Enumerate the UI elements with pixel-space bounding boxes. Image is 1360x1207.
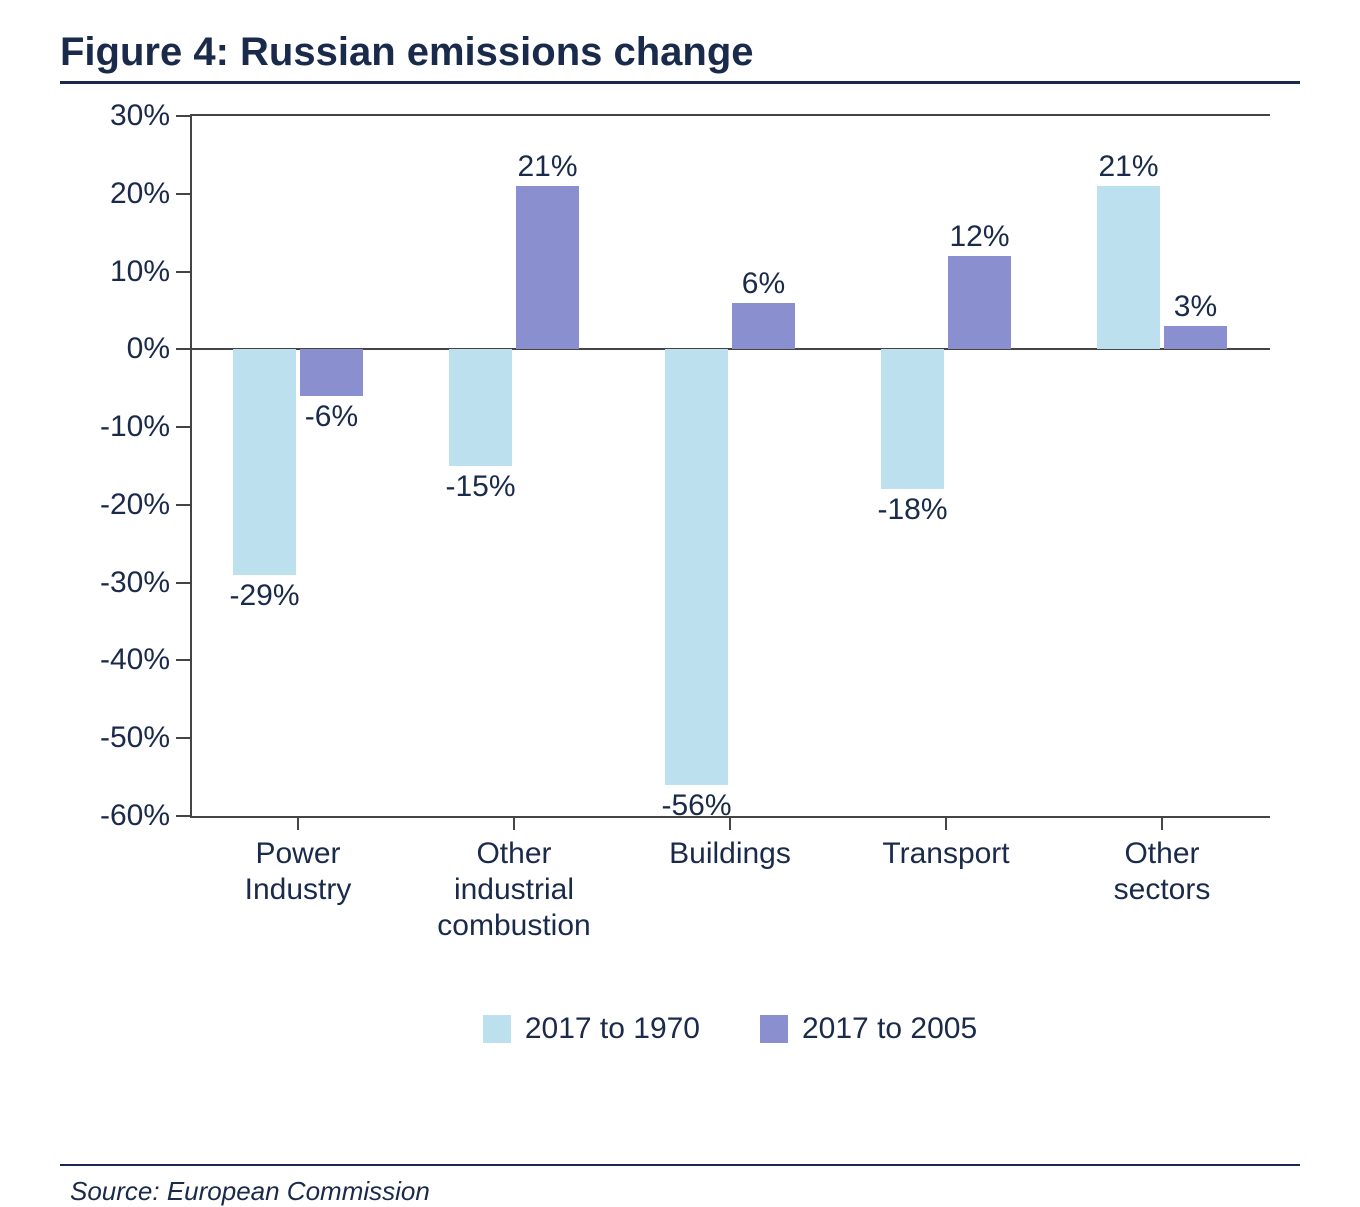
bar-value-label: -29% <box>229 579 299 613</box>
y-axis <box>190 116 192 816</box>
bar <box>233 349 296 575</box>
y-tick-label: 30% <box>110 99 170 133</box>
bar-value-label: 21% <box>517 150 577 184</box>
y-tick <box>176 815 190 817</box>
x-tick <box>1161 816 1163 830</box>
plot-area: -60%-50%-40%-30%-20%-10%0%10%20%30%Power… <box>190 114 1270 818</box>
x-tick-label: Buildings <box>669 836 791 872</box>
bar-value-label: 6% <box>742 267 785 301</box>
x-tick <box>297 816 299 830</box>
y-tick-label: 20% <box>110 177 170 211</box>
figure-title: Figure 4: Russian emissions change <box>60 30 1300 84</box>
bar <box>516 186 579 349</box>
bar <box>300 349 363 396</box>
bar-value-label: 12% <box>949 220 1009 254</box>
chart-area: -60%-50%-40%-30%-20%-10%0%10%20%30%Power… <box>60 104 1300 904</box>
y-tick-label: 0% <box>127 332 170 366</box>
bar <box>732 303 795 350</box>
bar-value-label: -6% <box>305 400 358 434</box>
bar-value-label: 21% <box>1098 150 1158 184</box>
legend-item: 2017 to 2005 <box>760 1012 977 1046</box>
y-tick <box>176 659 190 661</box>
y-tick-label: -50% <box>100 721 170 755</box>
x-tick <box>945 816 947 830</box>
y-tick <box>176 348 190 350</box>
y-tick-label: -10% <box>100 410 170 444</box>
legend-label: 2017 to 2005 <box>802 1012 977 1046</box>
y-tick-label: -40% <box>100 643 170 677</box>
bar <box>665 349 728 785</box>
x-tick-label: Power Industry <box>245 836 352 908</box>
bar <box>948 256 1011 349</box>
bar-value-label: 3% <box>1174 290 1217 324</box>
x-tick <box>513 816 515 830</box>
y-tick-label: 10% <box>110 255 170 289</box>
legend: 2017 to 1970 2017 to 2005 <box>190 1012 1270 1046</box>
y-tick <box>176 426 190 428</box>
figure-container: Figure 4: Russian emissions change -60%-… <box>60 30 1300 1207</box>
legend-item: 2017 to 1970 <box>483 1012 700 1046</box>
y-tick <box>176 193 190 195</box>
bar <box>1164 326 1227 349</box>
y-tick <box>176 582 190 584</box>
y-tick-label: -30% <box>100 566 170 600</box>
bar <box>449 349 512 466</box>
bar-value-label: -18% <box>877 493 947 527</box>
x-tick-label: Other industrial combustion <box>437 836 590 944</box>
y-tick <box>176 737 190 739</box>
y-tick <box>176 271 190 273</box>
y-tick-label: -60% <box>100 799 170 833</box>
legend-swatch <box>483 1015 511 1043</box>
y-tick-label: -20% <box>100 488 170 522</box>
x-tick-label: Other sectors <box>1114 836 1211 908</box>
bar <box>1097 186 1160 349</box>
bar <box>881 349 944 489</box>
source-text: Source: European Commission <box>60 1176 1300 1207</box>
bar-value-label: -56% <box>661 789 731 823</box>
y-tick <box>176 115 190 117</box>
legend-swatch <box>760 1015 788 1043</box>
bottom-rule <box>60 1164 1300 1166</box>
y-tick <box>176 504 190 506</box>
legend-label: 2017 to 1970 <box>525 1012 700 1046</box>
bar-value-label: -15% <box>445 470 515 504</box>
x-tick-label: Transport <box>882 836 1009 872</box>
